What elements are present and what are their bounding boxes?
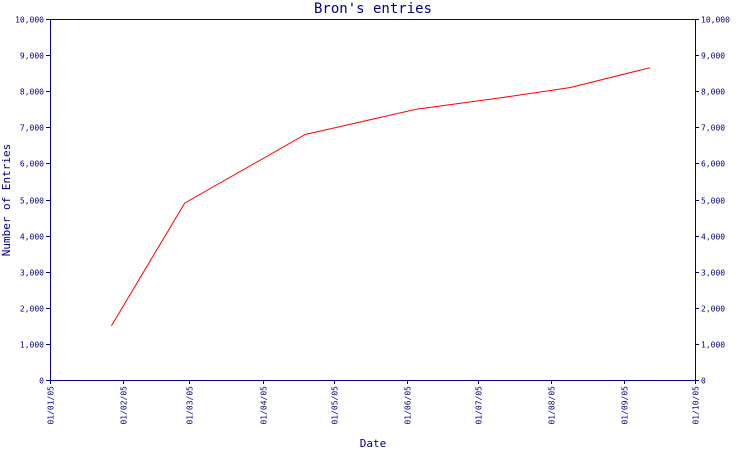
- y-tick-label-right: 7,000: [701, 124, 725, 133]
- y-tick-label-right: 5,000: [701, 197, 725, 206]
- x-tick-label: 01/06/05: [404, 386, 413, 425]
- y-tick-label-left: 8,000: [20, 88, 44, 97]
- x-tick-label: 01/10/05: [692, 386, 701, 425]
- x-tick-label: 01/01/05: [47, 386, 56, 425]
- y-tick-label-right: 2,000: [701, 305, 725, 314]
- y-tick-label-left: 5,000: [20, 197, 44, 206]
- y-tick-label-right: 4,000: [701, 233, 725, 242]
- x-tick-label: 01/02/05: [120, 386, 129, 425]
- y-tick-label-right: 10,000: [701, 16, 730, 25]
- y-tick-label-left: 0: [39, 377, 44, 386]
- series-line-0: [110, 67, 651, 327]
- y-tick-label-right: 8,000: [701, 88, 725, 97]
- y-tick-label-left: 9,000: [20, 52, 44, 61]
- y-axis-ticks: 0 0 1,000 1,000 2,000 2,000 3,000 3,000 4,000 4,0…: [15, 16, 730, 386]
- y-tick-label-right: 1,000: [701, 341, 725, 350]
- y-tick-label-left: 7,000: [20, 124, 44, 133]
- y-axis-label: Number of Entries: [0, 144, 13, 257]
- y-tick-label-left: 3,000: [20, 269, 44, 278]
- y-tick-label-left: 1,000: [20, 341, 44, 350]
- y-tick-label-left: 2,000: [20, 305, 44, 314]
- x-axis-label: Date: [360, 437, 387, 450]
- y-tick-label-left: 10,000: [15, 16, 44, 25]
- x-axis-ticks: 01/01/05 01/02/05 01/03/05 01/04/05 01/05/05…: [47, 380, 701, 425]
- y-tick-label-right: 6,000: [701, 160, 725, 169]
- plot-frame: [50, 19, 696, 381]
- y-tick-label-left: 4,000: [20, 233, 44, 242]
- x-tick-label: 01/05/05: [331, 386, 340, 425]
- x-tick-label: 01/07/05: [475, 386, 484, 425]
- y-tick-label-right: 0: [701, 377, 706, 386]
- x-tick-label: 01/03/05: [186, 386, 195, 425]
- y-tick-label-right: 9,000: [701, 52, 725, 61]
- x-tick-label: 01/09/05: [621, 386, 630, 425]
- x-tick-label: 01/08/05: [548, 386, 557, 425]
- y-tick-label-right: 3,000: [701, 269, 725, 278]
- y-tick-label-left: 6,000: [20, 160, 44, 169]
- series-group: [110, 67, 651, 327]
- chart-title: Bron's entries: [314, 1, 432, 17]
- x-tick-label: 01/04/05: [260, 386, 269, 425]
